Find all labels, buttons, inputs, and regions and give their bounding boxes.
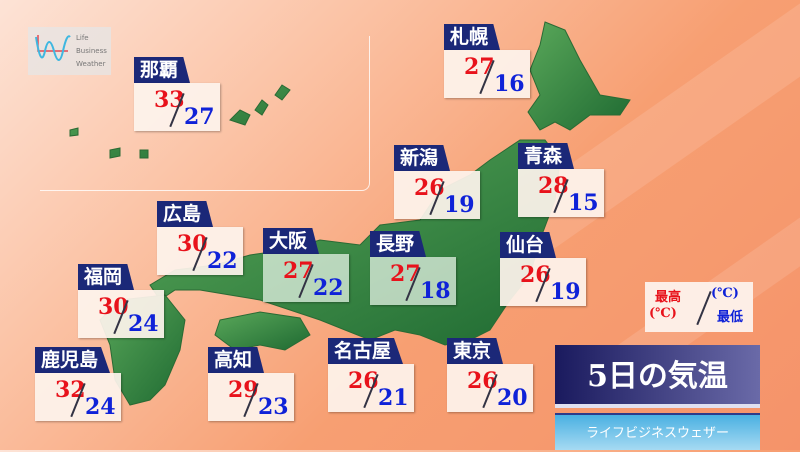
city-name: 広島 — [157, 201, 214, 227]
city-name: 青森 — [518, 143, 575, 169]
low-temperature: 24 — [128, 311, 159, 337]
city-name: 仙台 — [500, 232, 557, 258]
low-temperature: 19 — [444, 192, 475, 218]
brand-subtitle: ライフビジネスウェザー — [555, 413, 760, 450]
temperature-box: 26 19 — [500, 258, 586, 306]
temperature-box: 27 22 — [263, 254, 349, 302]
temperature-box: 27 16 — [444, 50, 530, 98]
legend-high-unit: (℃) — [649, 306, 677, 321]
temperature-box: 30 22 — [157, 227, 243, 275]
city-name: 大阪 — [263, 228, 320, 254]
city-name: 新潟 — [394, 145, 451, 171]
okinawa-inset-frame — [40, 36, 370, 191]
temperature-box: 33 27 — [134, 83, 220, 131]
city-name: 高知 — [208, 347, 265, 373]
low-temperature: 16 — [494, 71, 525, 97]
city-name: 東京 — [447, 338, 504, 364]
logo-text: Weather — [76, 60, 106, 68]
low-temperature: 21 — [378, 385, 409, 411]
temperature-box: 26 20 — [447, 364, 533, 412]
temperature-box: 28 15 — [518, 169, 604, 217]
city-name: 長野 — [370, 231, 427, 257]
temperature-box: 30 24 — [78, 290, 164, 338]
temperature-box: 26 21 — [328, 364, 414, 412]
temperature-box: 27 18 — [370, 257, 456, 305]
low-temperature: 15 — [568, 190, 599, 216]
temperature-box: 29 23 — [208, 373, 294, 421]
city-name: 名古屋 — [328, 338, 404, 364]
logo-text: Life — [76, 34, 89, 42]
logo: Life Business Weather — [28, 27, 111, 75]
legend-slash — [696, 291, 712, 325]
legend: 最高 (℃) (℃) 最低 — [645, 282, 753, 332]
hokkaido — [527, 21, 631, 131]
low-temperature: 18 — [420, 278, 451, 304]
page-title: 5日の気温 — [555, 345, 760, 408]
legend-low-label: 最低 — [717, 310, 744, 325]
low-temperature: 27 — [184, 104, 215, 130]
city-name: 那覇 — [134, 57, 191, 83]
low-temperature: 20 — [497, 385, 528, 411]
temperature-box: 32 24 — [35, 373, 121, 421]
temperature-box: 26 19 — [394, 171, 480, 219]
city-name: 福岡 — [78, 264, 135, 290]
city-name: 札幌 — [444, 24, 501, 50]
low-temperature: 23 — [258, 394, 289, 420]
legend-low-unit: (℃) — [711, 286, 739, 301]
low-temperature: 24 — [85, 394, 116, 420]
low-temperature: 22 — [313, 275, 344, 301]
legend-high-label: 最高 — [655, 290, 682, 305]
shikoku — [214, 311, 311, 351]
city-name: 鹿児島 — [35, 347, 111, 373]
logo-text: Business — [76, 47, 107, 55]
okinawa-islands — [69, 84, 291, 159]
low-temperature: 22 — [207, 248, 238, 274]
wave-logo-icon — [35, 35, 71, 61]
low-temperature: 19 — [550, 279, 581, 305]
